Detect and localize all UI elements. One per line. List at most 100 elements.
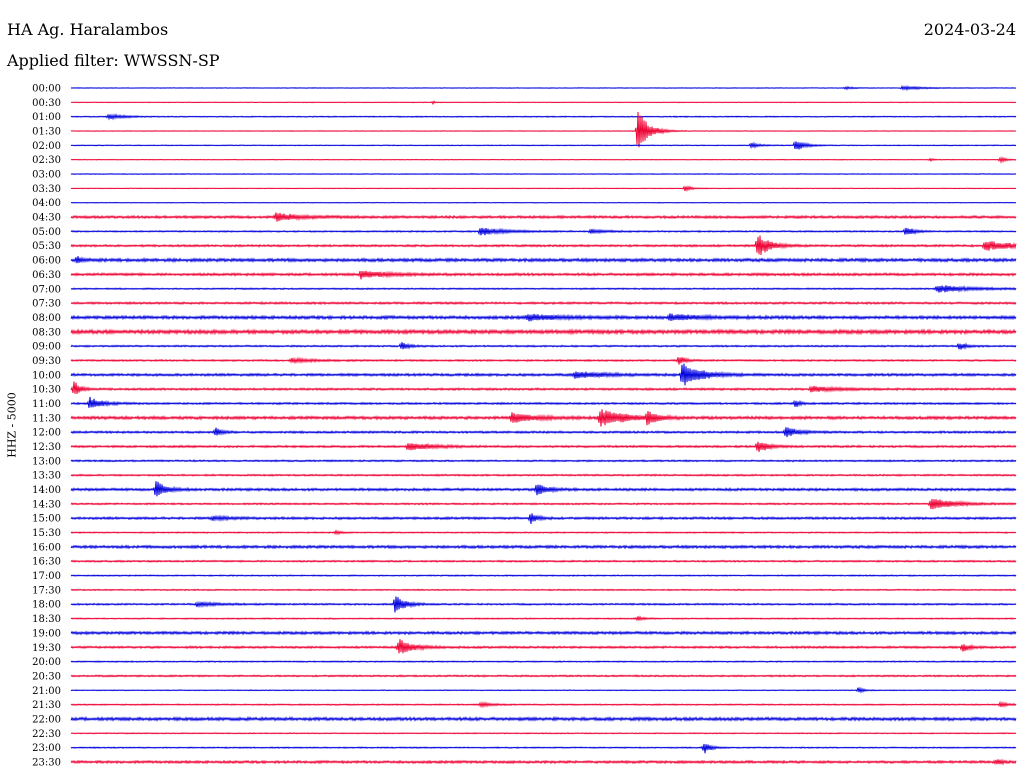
trace-12:30 (70, 441, 1017, 452)
time-label: 01:00 (32, 112, 61, 123)
trace-20:30 (70, 674, 1017, 678)
trace-07:30 (70, 300, 1017, 306)
time-label: 08:00 (32, 313, 61, 324)
trace-18:30 (70, 615, 1017, 622)
trace-13:30 (70, 473, 1017, 477)
trace-04:00 (70, 201, 1017, 204)
trace-10:00 (70, 363, 1017, 386)
trace-21:30 (70, 700, 1017, 709)
time-label: 04:30 (32, 213, 61, 224)
time-label: 00:30 (32, 98, 61, 109)
trace-01:00 (70, 113, 1017, 121)
filter-label: Applied filter: WWSSN-SP (7, 51, 220, 70)
trace-09:00 (70, 342, 1017, 350)
time-label: 15:30 (32, 528, 61, 539)
time-label: 16:00 (32, 542, 61, 553)
time-label: 04:00 (32, 198, 61, 209)
trace-08:30 (70, 328, 1017, 336)
trace-02:30 (70, 155, 1017, 164)
time-label: 13:00 (32, 456, 61, 467)
time-label: 03:30 (32, 184, 61, 195)
station-title: HA Ag. Haralambos (7, 20, 169, 39)
time-label: 13:30 (32, 471, 61, 482)
time-label: 07:00 (32, 284, 61, 295)
trace-07:00 (70, 284, 1017, 293)
time-label: 17:00 (32, 571, 61, 582)
trace-18:00 (70, 596, 1017, 613)
time-label: 22:30 (32, 729, 61, 740)
trace-06:30 (70, 270, 1017, 280)
time-label: 22:00 (32, 714, 61, 725)
trace-13:00 (70, 459, 1017, 463)
time-label: 11:00 (32, 399, 61, 410)
time-label: 05:00 (32, 227, 61, 238)
time-label: 07:30 (32, 299, 61, 310)
time-label: 23:30 (32, 757, 61, 768)
time-label: 11:30 (32, 413, 61, 424)
time-label: 12:00 (32, 428, 61, 439)
trace-20:00 (70, 660, 1017, 663)
time-label: 20:00 (32, 657, 61, 668)
trace-22:30 (70, 732, 1017, 735)
time-label: 00:00 (32, 84, 61, 95)
trace-05:00 (70, 227, 1017, 236)
trace-01:30 (70, 111, 1017, 148)
trace-11:00 (70, 396, 1017, 408)
time-label: 09:30 (32, 356, 61, 367)
time-label: 06:00 (32, 256, 61, 267)
time-label: 05:30 (32, 241, 61, 252)
trace-23:30 (70, 758, 1017, 766)
time-label: 18:00 (32, 600, 61, 611)
trace-12:00 (70, 427, 1017, 438)
time-label: 02:30 (32, 155, 61, 166)
time-label: 12:30 (32, 442, 61, 453)
trace-23:00 (70, 743, 1017, 754)
time-label: 20:30 (32, 671, 61, 682)
trace-14:30 (70, 499, 1017, 510)
trace-16:30 (70, 559, 1017, 563)
trace-03:00 (70, 173, 1017, 176)
time-label: 06:30 (32, 270, 61, 281)
time-label: 18:30 (32, 614, 61, 625)
time-label: 10:30 (32, 385, 61, 396)
trace-15:30 (70, 529, 1017, 536)
time-label: 14:00 (32, 485, 61, 496)
date-label: 2024-03-24 (923, 20, 1016, 39)
trace-17:30 (70, 588, 1017, 592)
time-label: 21:30 (32, 700, 61, 711)
trace-03:30 (70, 185, 1017, 192)
time-label: 17:30 (32, 585, 61, 596)
trace-04:30 (70, 212, 1017, 222)
time-label: 19:30 (32, 643, 61, 654)
time-label: 14:30 (32, 499, 61, 510)
trace-02:00 (70, 141, 1017, 150)
trace-10:30 (70, 381, 1017, 394)
trace-09:30 (70, 356, 1017, 365)
time-label: 19:00 (32, 628, 61, 639)
time-label: 03:00 (32, 170, 61, 181)
trace-14:00 (70, 481, 1017, 497)
trace-05:30 (70, 235, 1017, 256)
trace-17:00 (70, 574, 1017, 577)
trace-19:30 (70, 639, 1017, 654)
trace-00:30 (70, 100, 1017, 106)
time-label: 01:30 (32, 127, 61, 138)
trace-21:00 (70, 686, 1017, 694)
trace-06:00 (70, 256, 1017, 264)
time-label: 15:00 (32, 514, 61, 525)
time-label: 23:00 (32, 743, 61, 754)
trace-19:00 (70, 630, 1017, 636)
trace-22:00 (70, 715, 1017, 722)
trace-15:00 (70, 513, 1017, 524)
time-label: 08:30 (32, 327, 61, 338)
time-label: 02:00 (32, 141, 61, 152)
trace-16:00 (70, 544, 1017, 550)
trace-00:00 (70, 85, 1017, 92)
time-label: 16:30 (32, 557, 61, 568)
trace-08:00 (70, 313, 1017, 322)
time-label: 09:00 (32, 342, 61, 353)
trace-11:30 (70, 409, 1017, 427)
time-label: 21:00 (32, 686, 61, 697)
time-label: 10:00 (32, 370, 61, 381)
